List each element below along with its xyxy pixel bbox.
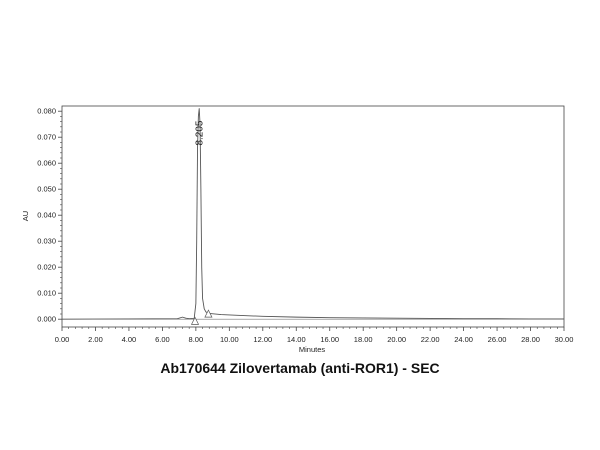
series-layer xyxy=(61,108,564,320)
integration-marker-layer xyxy=(190,309,213,325)
y-tick-label: 0.010 xyxy=(37,289,56,298)
x-tick-label: 14.00 xyxy=(287,335,306,344)
x-tick-label: 16.00 xyxy=(320,335,339,344)
x-tick-label: 20.00 xyxy=(387,335,406,344)
x-tick-label: 18.00 xyxy=(354,335,373,344)
peak-label: 8.205 xyxy=(194,120,205,145)
x-tick-label: 22.00 xyxy=(421,335,440,344)
x-tick-label: 4.00 xyxy=(122,335,137,344)
x-tick-label: 6.00 xyxy=(155,335,170,344)
y-tick-label: 0.000 xyxy=(37,315,56,324)
x-tick-label: 0.00 xyxy=(55,335,70,344)
series-line-0 xyxy=(61,108,564,320)
x-tick-label: 10.00 xyxy=(220,335,239,344)
x-tick-label: 12.00 xyxy=(253,335,272,344)
integration-marker xyxy=(204,309,213,318)
peak-label-layer: 8.205 xyxy=(194,120,205,145)
y-tick-label: 0.070 xyxy=(37,133,56,142)
x-tick-label: 28.00 xyxy=(521,335,540,344)
x-tick-label: 26.00 xyxy=(488,335,507,344)
x-axis: 0.00 2.00 4.00 6.00 8.00 10.00 12.00 14.00 16.00… xyxy=(55,327,574,344)
y-axis-title: AU xyxy=(21,211,30,221)
x-tick-label: 8.00 xyxy=(189,335,204,344)
y-tick-label: 0.030 xyxy=(37,237,56,246)
integration-marker xyxy=(190,316,200,325)
figure-caption: Ab170644 Zilovertamab (anti-ROR1) - SEC xyxy=(160,360,440,376)
y-tick-label: 0.040 xyxy=(37,211,56,220)
y-axis: 0.000 0.010 0.020 0.030 0.040 0.050 0.060 0.070… xyxy=(37,107,62,324)
y-tick-label: 0.060 xyxy=(37,159,56,168)
y-tick-label: 0.050 xyxy=(37,185,56,194)
x-tick-label: 2.00 xyxy=(88,335,103,344)
y-tick-label: 0.020 xyxy=(37,263,56,272)
x-tick-label: 24.00 xyxy=(454,335,473,344)
plot-border xyxy=(61,105,565,328)
plot-frame xyxy=(61,105,565,328)
y-tick-label: 0.080 xyxy=(37,107,56,116)
x-axis-title: Minutes xyxy=(299,345,326,354)
x-tick-label: 30.00 xyxy=(555,335,574,344)
